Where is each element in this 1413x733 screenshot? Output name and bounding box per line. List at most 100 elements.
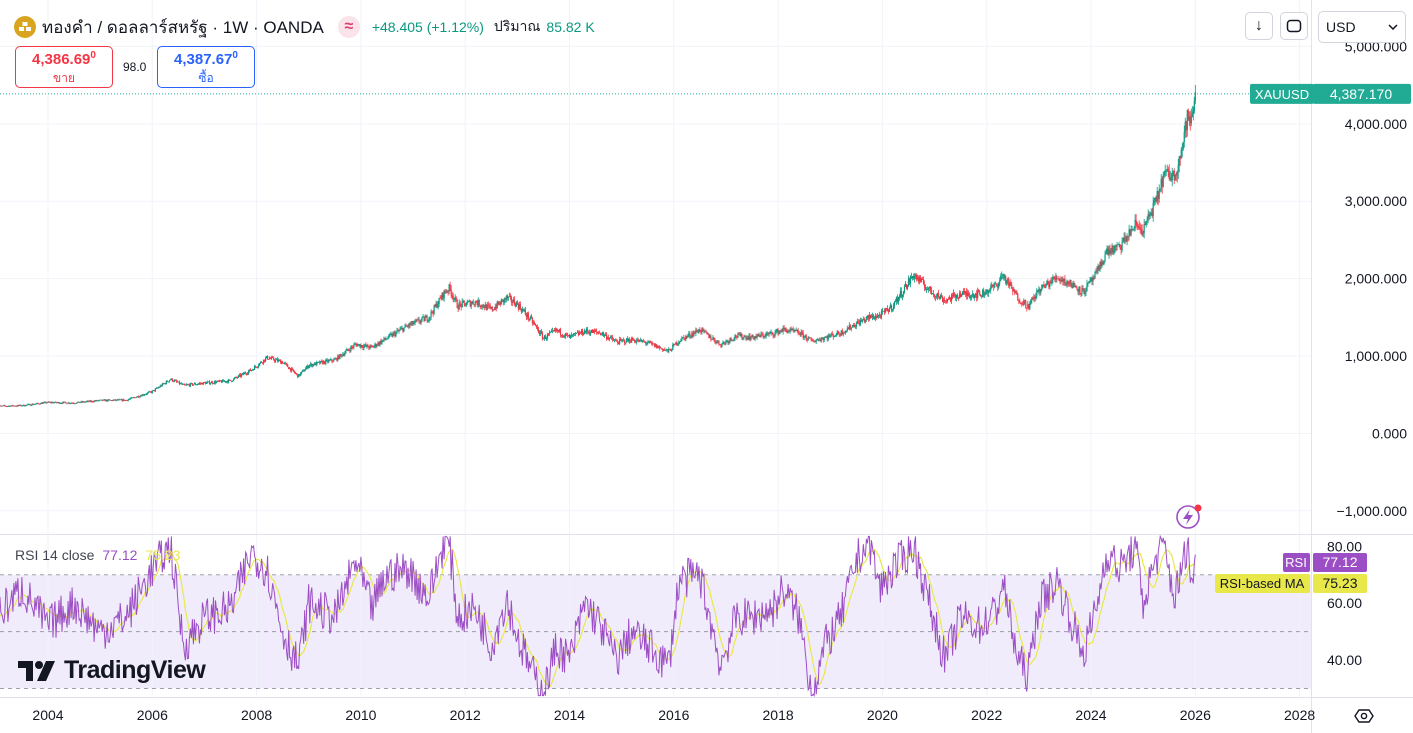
candle [1180, 149, 1182, 159]
candle [1189, 116, 1191, 124]
candle [453, 298, 455, 300]
candle [700, 331, 702, 333]
buy-button[interactable]: 4,387.670 ซื้อ [157, 46, 255, 88]
candle [710, 336, 712, 340]
candle [199, 383, 202, 385]
candle [187, 384, 190, 386]
candle [22, 404, 24, 406]
candle [577, 332, 580, 335]
candle [608, 337, 610, 340]
candle [1087, 283, 1089, 284]
candle [628, 338, 630, 342]
candle [1050, 281, 1052, 284]
candle [589, 332, 592, 334]
candle [968, 292, 970, 296]
candle [183, 384, 185, 385]
candle [161, 383, 163, 387]
candle [268, 359, 270, 360]
currency-select[interactable]: USD [1318, 11, 1406, 43]
candle [204, 382, 207, 385]
candle [661, 348, 663, 350]
candle [805, 335, 807, 340]
candle [638, 339, 640, 342]
candle [632, 338, 634, 341]
rsi-legend-name: RSI 14 close [15, 547, 95, 563]
time-axis-label: 2016 [658, 707, 689, 723]
candle [245, 373, 248, 375]
candle [1028, 304, 1030, 309]
candle [1192, 111, 1194, 115]
candle [889, 304, 892, 309]
candle [680, 340, 682, 342]
candle [815, 340, 817, 342]
candle [769, 332, 771, 334]
sell-button[interactable]: 4,386.690 ขาย [15, 46, 113, 88]
candle [1021, 303, 1023, 305]
candle [714, 339, 716, 343]
candle [1134, 219, 1136, 229]
candle [909, 276, 912, 284]
candle [154, 388, 156, 391]
candle [409, 323, 411, 326]
candle [1114, 245, 1116, 250]
candle [48, 401, 50, 403]
candle [810, 337, 812, 341]
candle [158, 387, 160, 388]
candle [508, 295, 510, 297]
candle [1119, 244, 1121, 248]
fullscreen-button[interactable] [1280, 12, 1308, 40]
candle [1058, 278, 1060, 281]
candle [1104, 254, 1106, 261]
candle [729, 338, 731, 342]
candle [688, 333, 690, 336]
candle [1163, 172, 1165, 176]
candle [1011, 284, 1013, 289]
market-status-icon[interactable]: ≈ [337, 16, 360, 38]
candle [792, 328, 794, 331]
candle [162, 383, 164, 385]
candle [354, 343, 356, 345]
candle [185, 384, 187, 386]
candle [465, 304, 467, 307]
candle [238, 374, 241, 376]
candle [100, 399, 102, 401]
candle [747, 337, 749, 340]
candle [801, 331, 803, 333]
candle [182, 383, 184, 385]
candle [980, 294, 982, 297]
rsi-legend[interactable]: RSI 14 close 77.12 75.23 [15, 547, 180, 563]
symbol-title[interactable]: ทองคำ / ดอลลาร์สหรัฐ · 1W · OANDA [42, 17, 324, 37]
candle [1165, 170, 1167, 172]
candle [374, 343, 376, 346]
symbol-tag-label: XAUUSD [1255, 87, 1309, 102]
rsi-name-tag-bg [1283, 553, 1310, 572]
rsi-legend-value: 77.12 [102, 547, 138, 563]
candle [754, 336, 756, 340]
candle [202, 382, 205, 385]
rsi-axis-label: 80.00 [1327, 538, 1362, 554]
candle [904, 284, 907, 287]
candle [232, 378, 235, 381]
candle [1122, 241, 1124, 243]
candle [852, 324, 854, 326]
candle [1042, 284, 1044, 286]
chart-settings-button[interactable] [1352, 704, 1376, 728]
candle [394, 332, 396, 336]
candle [1027, 304, 1029, 309]
candle [404, 325, 406, 328]
candle [514, 304, 516, 307]
candle [1153, 200, 1155, 203]
candle [24, 405, 26, 407]
candle [860, 319, 862, 322]
candle [362, 347, 364, 348]
candle [728, 341, 730, 343]
download-button[interactable]: ↓ [1245, 12, 1273, 40]
candle [1116, 244, 1118, 247]
candle [1036, 289, 1038, 296]
candle [1170, 177, 1172, 181]
tradingview-logo[interactable]: TradingView [18, 656, 206, 685]
candle [234, 377, 237, 379]
candle [364, 344, 366, 346]
candle [657, 345, 659, 349]
